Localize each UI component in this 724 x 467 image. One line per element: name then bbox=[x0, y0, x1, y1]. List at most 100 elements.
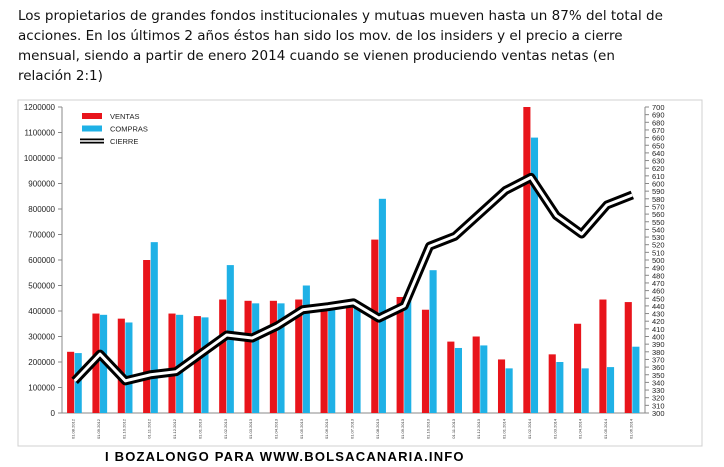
bar bbox=[295, 299, 303, 413]
y2-tick-label: 460 bbox=[652, 287, 665, 296]
bar bbox=[530, 137, 539, 413]
y2-tick-label: 650 bbox=[652, 141, 665, 150]
bar bbox=[480, 345, 488, 413]
bar bbox=[143, 260, 151, 413]
y2-tick-label: 630 bbox=[652, 157, 665, 166]
x-tick-label: 01.07.2013 bbox=[350, 418, 355, 439]
bar bbox=[606, 367, 615, 413]
y2-tick-label: 570 bbox=[652, 202, 665, 211]
y2-tick-label: 560 bbox=[652, 210, 665, 219]
x-tick-label: 01.08.2012 bbox=[71, 418, 76, 439]
bar bbox=[396, 296, 404, 413]
bar bbox=[193, 316, 201, 413]
x-tick-label: 01.12.2013 bbox=[476, 418, 481, 439]
header: Los propietarios de grandes fondos insti… bbox=[18, 6, 718, 86]
y2-tick-label: 310 bbox=[652, 401, 665, 410]
bar bbox=[581, 368, 589, 413]
y2-tick-label: 350 bbox=[652, 371, 665, 380]
y2-tick-label: 640 bbox=[652, 149, 665, 158]
bar bbox=[599, 299, 607, 413]
y-tick-label: 800000 bbox=[28, 205, 55, 214]
bar bbox=[244, 300, 252, 413]
y-tick-label: 0 bbox=[51, 409, 56, 418]
x-tick-label: 01.01.2013 bbox=[197, 418, 202, 439]
y2-tick-label: 490 bbox=[652, 264, 665, 273]
bar bbox=[404, 299, 412, 413]
bar bbox=[125, 322, 133, 413]
bar bbox=[345, 305, 353, 413]
y2-tick-label: 670 bbox=[652, 126, 665, 135]
header-line: Los propietarios de grandes fondos insti… bbox=[18, 8, 663, 24]
y2-tick-label: 520 bbox=[652, 241, 665, 250]
y2-tick-label: 450 bbox=[652, 294, 665, 303]
x-tick-label: 01.09.2012 bbox=[96, 418, 101, 439]
y2-tick-label: 340 bbox=[652, 378, 665, 387]
x-tick-label: 01.04.2013 bbox=[273, 418, 278, 439]
bar bbox=[523, 107, 531, 413]
x-tick-label: 01.10.2013 bbox=[426, 418, 431, 439]
header-line: acciones. En los últimos 2 años éstos ha… bbox=[18, 28, 623, 44]
x-tick-label: 01.08.2013 bbox=[375, 418, 380, 439]
y2-tick-label: 600 bbox=[652, 180, 665, 189]
y2-tick-label: 320 bbox=[652, 394, 665, 403]
bar bbox=[269, 300, 277, 413]
footer: I BOZALONGO PARA WWW.BOLSACANARIA.INFO bbox=[105, 449, 465, 464]
y2-tick-label: 440 bbox=[652, 302, 665, 311]
bar bbox=[548, 354, 556, 413]
legend-label: CIERRE bbox=[110, 137, 138, 146]
y2-tick-label: 500 bbox=[652, 256, 665, 265]
bar bbox=[277, 303, 285, 413]
y-tick-label: 100000 bbox=[28, 384, 55, 393]
chart-frame bbox=[17, 99, 703, 447]
y2-tick-label: 550 bbox=[652, 218, 665, 227]
y2-tick-label: 620 bbox=[652, 164, 665, 173]
bar bbox=[429, 270, 437, 413]
x-tick-label: 01.04.2014 bbox=[578, 418, 583, 439]
bar bbox=[556, 362, 564, 413]
bar bbox=[505, 368, 513, 413]
y-tick-label: 200000 bbox=[28, 358, 55, 367]
y2-tick-label: 590 bbox=[652, 187, 665, 196]
bar bbox=[632, 346, 640, 413]
x-tick-label: 01.01.2014 bbox=[502, 418, 507, 439]
legend-label: VENTAS bbox=[110, 112, 139, 121]
y-tick-label: 900000 bbox=[28, 180, 55, 189]
x-tick-label: 01.05.2013 bbox=[299, 418, 304, 439]
bar bbox=[353, 305, 361, 413]
x-tick-label: 01.03.2013 bbox=[248, 418, 253, 439]
header-line: mensual, siendo a partir de enero 2014 c… bbox=[18, 48, 615, 64]
bar bbox=[302, 285, 310, 413]
y2-tick-label: 300 bbox=[652, 409, 665, 418]
bar bbox=[168, 313, 176, 413]
x-tick-label: 01.06.2013 bbox=[324, 418, 329, 439]
x-tick-label: 01.12.2012 bbox=[172, 418, 177, 439]
y2-tick-label: 430 bbox=[652, 310, 665, 319]
y2-tick-label: 480 bbox=[652, 271, 665, 280]
bar bbox=[117, 318, 125, 413]
y2-tick-label: 700 bbox=[652, 103, 665, 112]
y2-tick-label: 370 bbox=[652, 355, 665, 364]
y-tick-label: 700000 bbox=[28, 231, 55, 240]
x-tick-label: 01.02.2013 bbox=[223, 418, 228, 439]
y-tick-label: 1200000 bbox=[24, 103, 56, 112]
y-tick-label: 500000 bbox=[28, 282, 55, 291]
legend-swatch bbox=[82, 125, 102, 132]
bar bbox=[67, 351, 75, 413]
bar bbox=[378, 198, 386, 413]
y-tick-label: 300000 bbox=[28, 333, 55, 342]
bar bbox=[472, 336, 480, 413]
y2-tick-label: 420 bbox=[652, 317, 665, 326]
x-tick-label: 01.11.2012 bbox=[147, 418, 152, 438]
x-tick-label: 01.11.2013 bbox=[451, 418, 456, 438]
x-tick-label: 01.02.2014 bbox=[527, 418, 532, 439]
y-tick-label: 1000000 bbox=[24, 154, 56, 163]
y-tick-label: 400000 bbox=[28, 307, 55, 316]
bar bbox=[624, 302, 632, 413]
bar bbox=[371, 239, 379, 413]
y2-tick-label: 540 bbox=[652, 225, 665, 234]
bar bbox=[454, 347, 462, 413]
y2-tick-label: 530 bbox=[652, 233, 665, 242]
y2-tick-label: 330 bbox=[652, 386, 665, 395]
